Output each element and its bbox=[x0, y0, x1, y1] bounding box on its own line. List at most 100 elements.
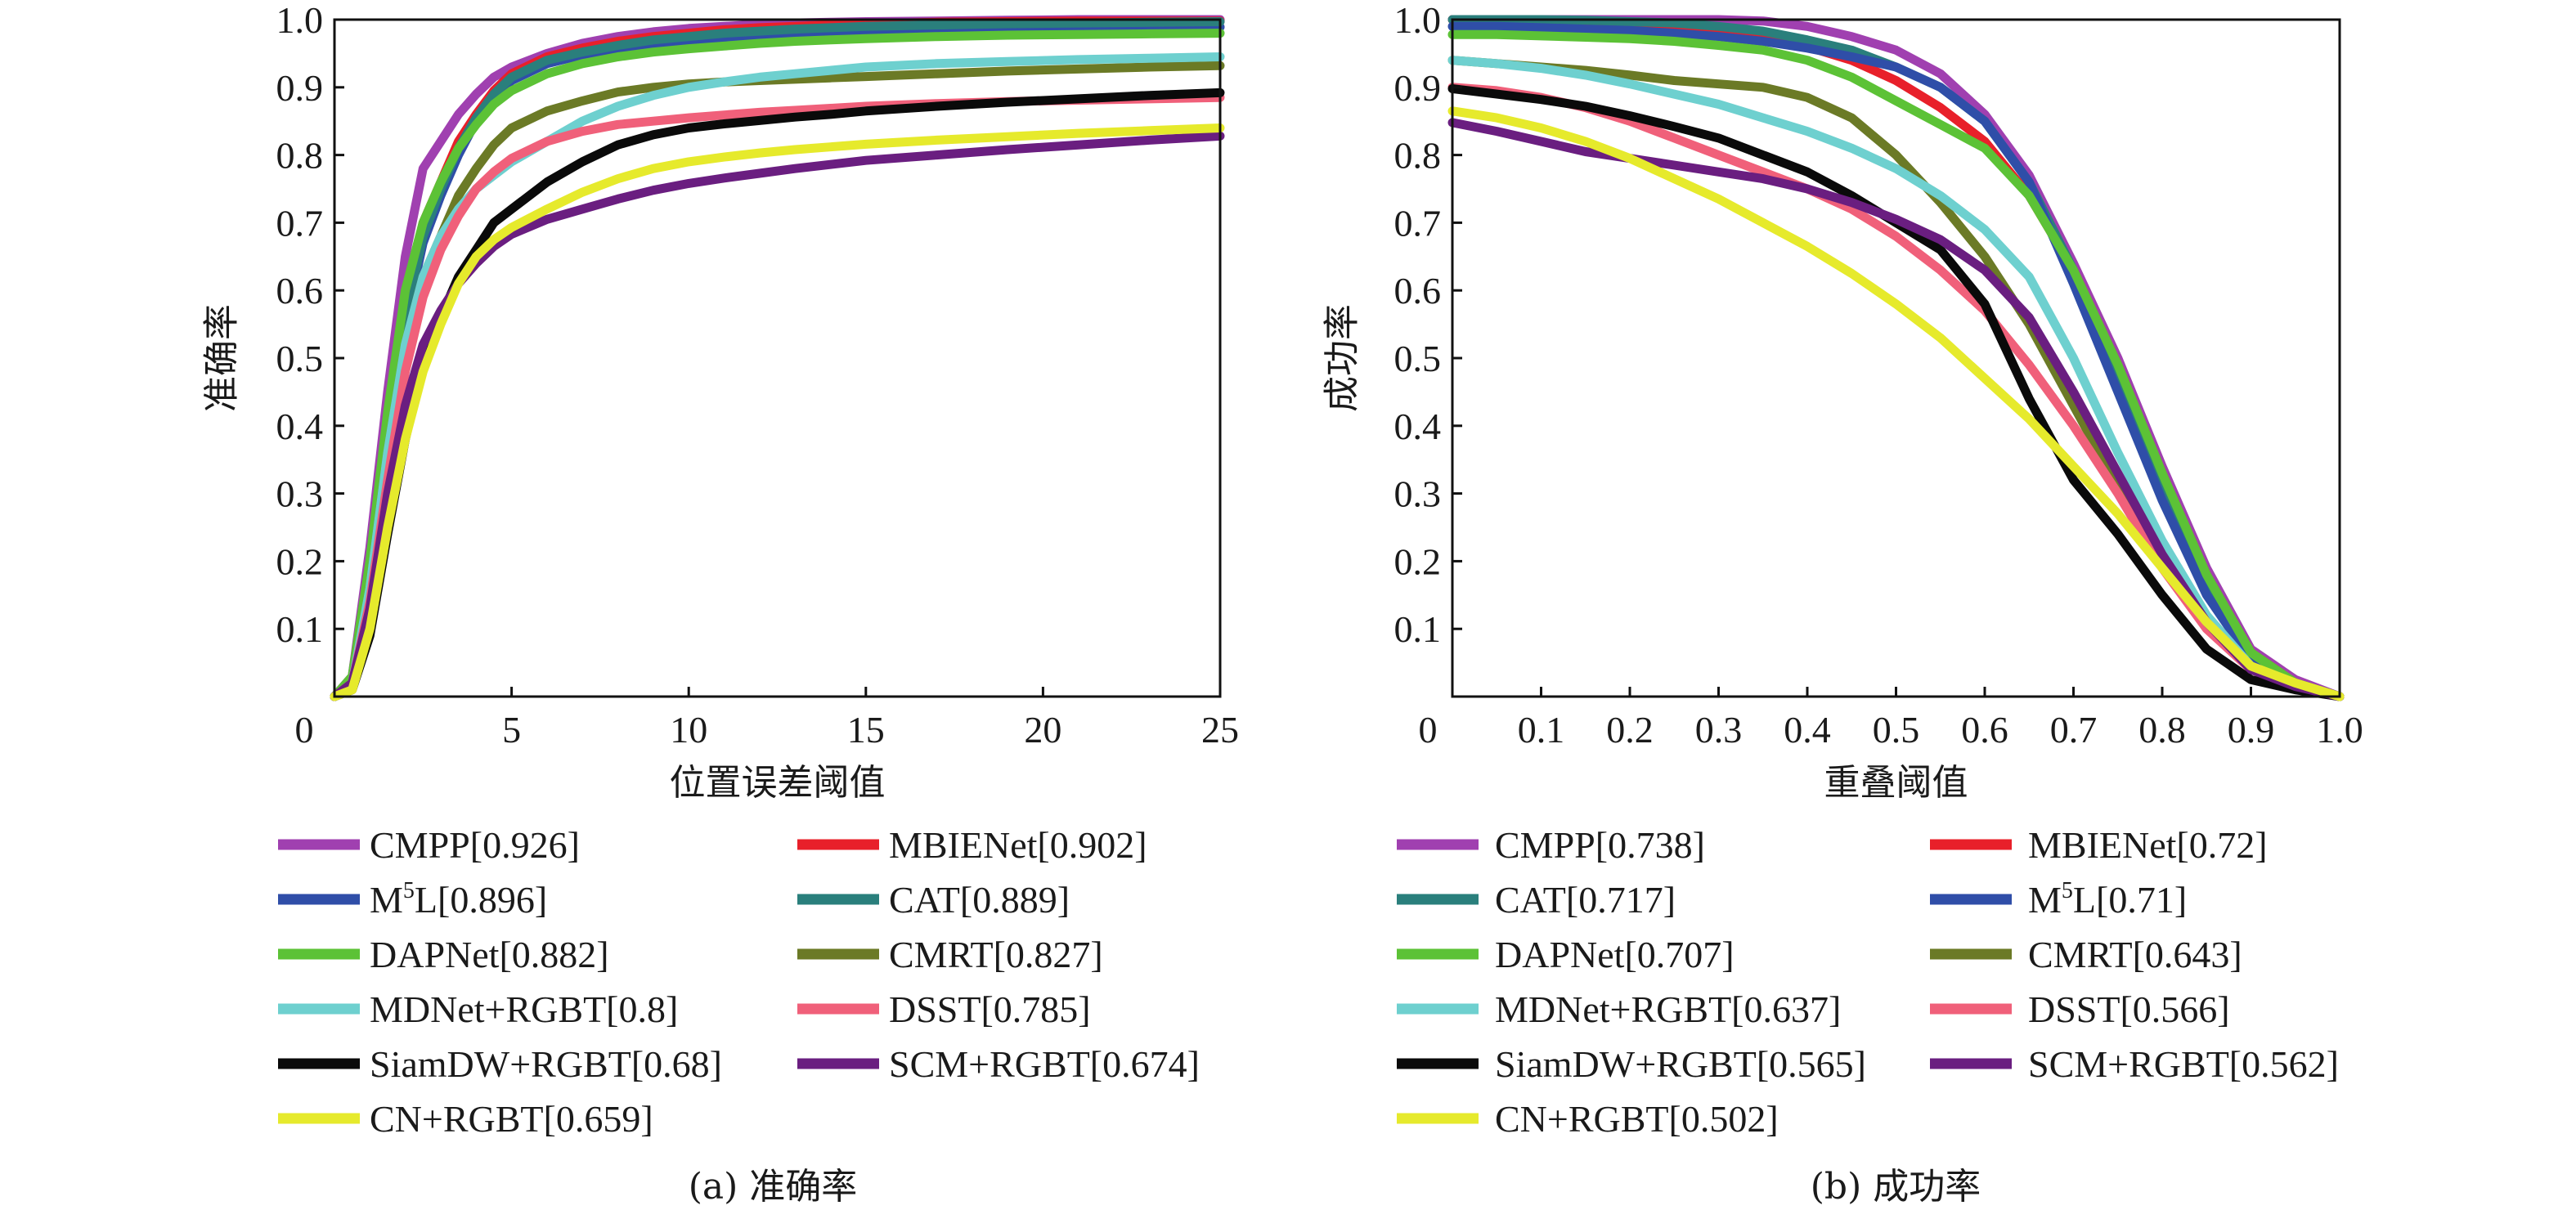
success-series-mdnet-rgbt bbox=[1447, 56, 2345, 701]
precision-ytick-label: 0.8 bbox=[276, 135, 324, 177]
precision-legend-label: MDNet+RGBT[0.8] bbox=[370, 988, 678, 1030]
success-legend-item: DSST[0.566] bbox=[1930, 988, 2230, 1030]
precision-x-axis-title: 位置误差阈值 bbox=[670, 762, 886, 804]
precision-xtick-label: 10 bbox=[670, 709, 707, 751]
success-legend-item: CMPP[0.738] bbox=[1397, 824, 1705, 866]
success-ytick-label: 0.8 bbox=[1394, 135, 1442, 177]
precision-y-axis-title: 准确率 bbox=[200, 304, 242, 412]
success-x-axis-title: 重叠阈值 bbox=[1824, 762, 1968, 804]
precision-xtick-label: 0 bbox=[295, 709, 314, 751]
success-ytick-label: 0.2 bbox=[1394, 540, 1442, 582]
success-legend-label: SiamDW+RGBT[0.565] bbox=[1495, 1043, 1866, 1085]
success-panel: 0.1 0.2 0.3 0.4 0.5 0.6 0.7 0.8 0.9 1.0 0 0.1 0.2 0.3… bbox=[1321, 0, 2363, 1208]
precision-legend-label: DSST[0.785] bbox=[889, 988, 1091, 1030]
precision-legend-label: CN+RGBT[0.659] bbox=[370, 1098, 653, 1140]
success-legend-item: MBIENet[0.72] bbox=[1930, 824, 2268, 866]
precision-ytick-label: 0.3 bbox=[276, 473, 324, 515]
precision-ytick-label: 0.5 bbox=[276, 338, 324, 379]
precision-legend-item: SCM+RGBT[0.674] bbox=[797, 1043, 1200, 1085]
success-ytick-label: 0.9 bbox=[1394, 67, 1442, 109]
success-legend-label: MBIENet[0.72] bbox=[2028, 824, 2268, 866]
precision-legend-item: CN+RGBT[0.659] bbox=[278, 1098, 653, 1140]
success-y-axis-title: 成功率 bbox=[1321, 304, 1362, 412]
precision-ytick-label: 0.7 bbox=[276, 202, 324, 244]
success-xtick-label: 0.9 bbox=[2228, 709, 2275, 751]
success-series-cn-rgbt bbox=[1447, 106, 2345, 701]
success-series-m5l bbox=[1447, 21, 2345, 701]
precision-xtick-label: 15 bbox=[847, 709, 885, 751]
success-xtick-label: 0.1 bbox=[1518, 709, 1565, 751]
success-xtick-label: 0 bbox=[1419, 709, 1438, 751]
success-legend-label: M5L[0.71] bbox=[2028, 878, 2187, 921]
precision-ytick-label: 0.2 bbox=[276, 540, 324, 582]
success-caption: (b) 成功率 bbox=[1811, 1166, 1981, 1208]
success-legend-item: CMRT[0.643] bbox=[1930, 934, 2242, 975]
precision-legend-label: CMRT[0.827] bbox=[889, 934, 1103, 975]
precision-caption: (a) 准确率 bbox=[689, 1166, 858, 1208]
success-ticks: 0.1 0.2 0.3 0.4 0.5 0.6 0.7 0.8 0.9 1.0 0 0.1 0.2 0.3… bbox=[1394, 0, 2363, 751]
precision-legend-item: MDNet+RGBT[0.8] bbox=[278, 988, 678, 1030]
success-legend-item: CAT[0.717] bbox=[1397, 879, 1676, 921]
success-legend-label: CMRT[0.643] bbox=[2028, 934, 2242, 975]
success-legend-label: CAT[0.717] bbox=[1495, 879, 1676, 921]
precision-xtick-label: 20 bbox=[1024, 709, 1061, 751]
precision-legend-label: SiamDW+RGBT[0.68] bbox=[370, 1043, 722, 1085]
success-legend-item: SiamDW+RGBT[0.565] bbox=[1397, 1043, 1866, 1085]
precision-legend-item: CAT[0.889] bbox=[797, 879, 1070, 921]
success-xtick-label: 0.4 bbox=[1784, 709, 1831, 751]
precision-ytick-label: 0.1 bbox=[276, 608, 324, 650]
precision-legend-label: SCM+RGBT[0.674] bbox=[889, 1043, 1200, 1085]
precision-series-cat bbox=[330, 17, 1225, 701]
success-legend-label: DAPNet[0.707] bbox=[1495, 934, 1735, 975]
success-series-layer bbox=[1447, 15, 2345, 701]
precision-legend-item: CMRT[0.827] bbox=[797, 934, 1103, 975]
success-legend-item: M5L[0.71] bbox=[1930, 878, 2187, 921]
precision-ytick-label: 0.9 bbox=[276, 67, 324, 109]
precision-legend-item: DAPNet[0.882] bbox=[278, 934, 609, 975]
success-legend-label: SCM+RGBT[0.562] bbox=[2028, 1043, 2339, 1085]
success-ytick-label: 0.7 bbox=[1394, 202, 1442, 244]
success-legend-label: CMPP[0.738] bbox=[1495, 824, 1705, 866]
success-legend-item: MDNet+RGBT[0.637] bbox=[1397, 988, 1841, 1030]
precision-legend-label: CMPP[0.926] bbox=[370, 824, 580, 866]
precision-series-dapnet bbox=[330, 29, 1225, 701]
precision-ticks: 0.1 0.2 0.3 0.4 0.5 0.6 0.7 0.8 0.9 1.0 0 5 10 15 20 25 bbox=[276, 0, 1240, 751]
success-legend-item: DAPNet[0.707] bbox=[1397, 934, 1735, 975]
precision-panel: 0.1 0.2 0.3 0.4 0.5 0.6 0.7 0.8 0.9 1.0 0 5 10 15 20 25… bbox=[200, 0, 1239, 1208]
precision-legend-item: SiamDW+RGBT[0.68] bbox=[278, 1043, 722, 1085]
precision-ytick-label: 0.4 bbox=[276, 406, 324, 447]
precision-legend-item: CMPP[0.926] bbox=[278, 824, 580, 866]
success-legend-label: MDNet+RGBT[0.637] bbox=[1495, 988, 1841, 1030]
precision-legend-label: M5L[0.896] bbox=[370, 878, 547, 921]
success-ytick-label: 0.5 bbox=[1394, 338, 1442, 379]
precision-legend-label: CAT[0.889] bbox=[889, 879, 1070, 921]
precision-series-mdnet-rgbt bbox=[330, 52, 1225, 701]
precision-xtick-label: 25 bbox=[1201, 709, 1239, 751]
success-xtick-label: 0.3 bbox=[1695, 709, 1743, 751]
success-ytick-label: 0.6 bbox=[1394, 270, 1442, 311]
precision-legend-item: MBIENet[0.902] bbox=[797, 824, 1147, 866]
precision-legend-label: DAPNet[0.882] bbox=[370, 934, 609, 975]
precision-legend-item: M5L[0.896] bbox=[278, 878, 547, 921]
success-xtick-label: 0.2 bbox=[1606, 709, 1654, 751]
precision-series-scm-rgbt bbox=[330, 131, 1225, 701]
success-xtick-label: 1.0 bbox=[2316, 709, 2363, 751]
success-ytick-label: 0.3 bbox=[1394, 473, 1442, 515]
success-legend-label: CN+RGBT[0.502] bbox=[1495, 1098, 1779, 1140]
success-legend-item: CN+RGBT[0.502] bbox=[1397, 1098, 1779, 1140]
precision-xtick-label: 5 bbox=[502, 709, 521, 751]
success-ytick-label: 1.0 bbox=[1394, 0, 1442, 41]
precision-ytick-label: 0.6 bbox=[276, 270, 324, 311]
precision-legend: CMPP[0.926] MBIENet[0.902] M5L[0.896] CAT[0… bbox=[278, 824, 1200, 1140]
precision-series-cn-rgbt bbox=[330, 123, 1225, 701]
success-series-dsst bbox=[1447, 83, 2345, 701]
success-xtick-label: 0.8 bbox=[2138, 709, 2186, 751]
success-legend: CMPP[0.738] MBIENet[0.72] CAT[0.717] M5L[0.… bbox=[1397, 824, 2339, 1140]
precision-series-layer bbox=[330, 15, 1225, 701]
success-xtick-label: 0.6 bbox=[1961, 709, 2008, 751]
success-series-siamdw-rgbt bbox=[1447, 84, 2345, 701]
success-ytick-label: 0.4 bbox=[1394, 406, 1442, 447]
success-xtick-label: 0.5 bbox=[1873, 709, 1920, 751]
precision-series-cmrt bbox=[330, 61, 1225, 701]
